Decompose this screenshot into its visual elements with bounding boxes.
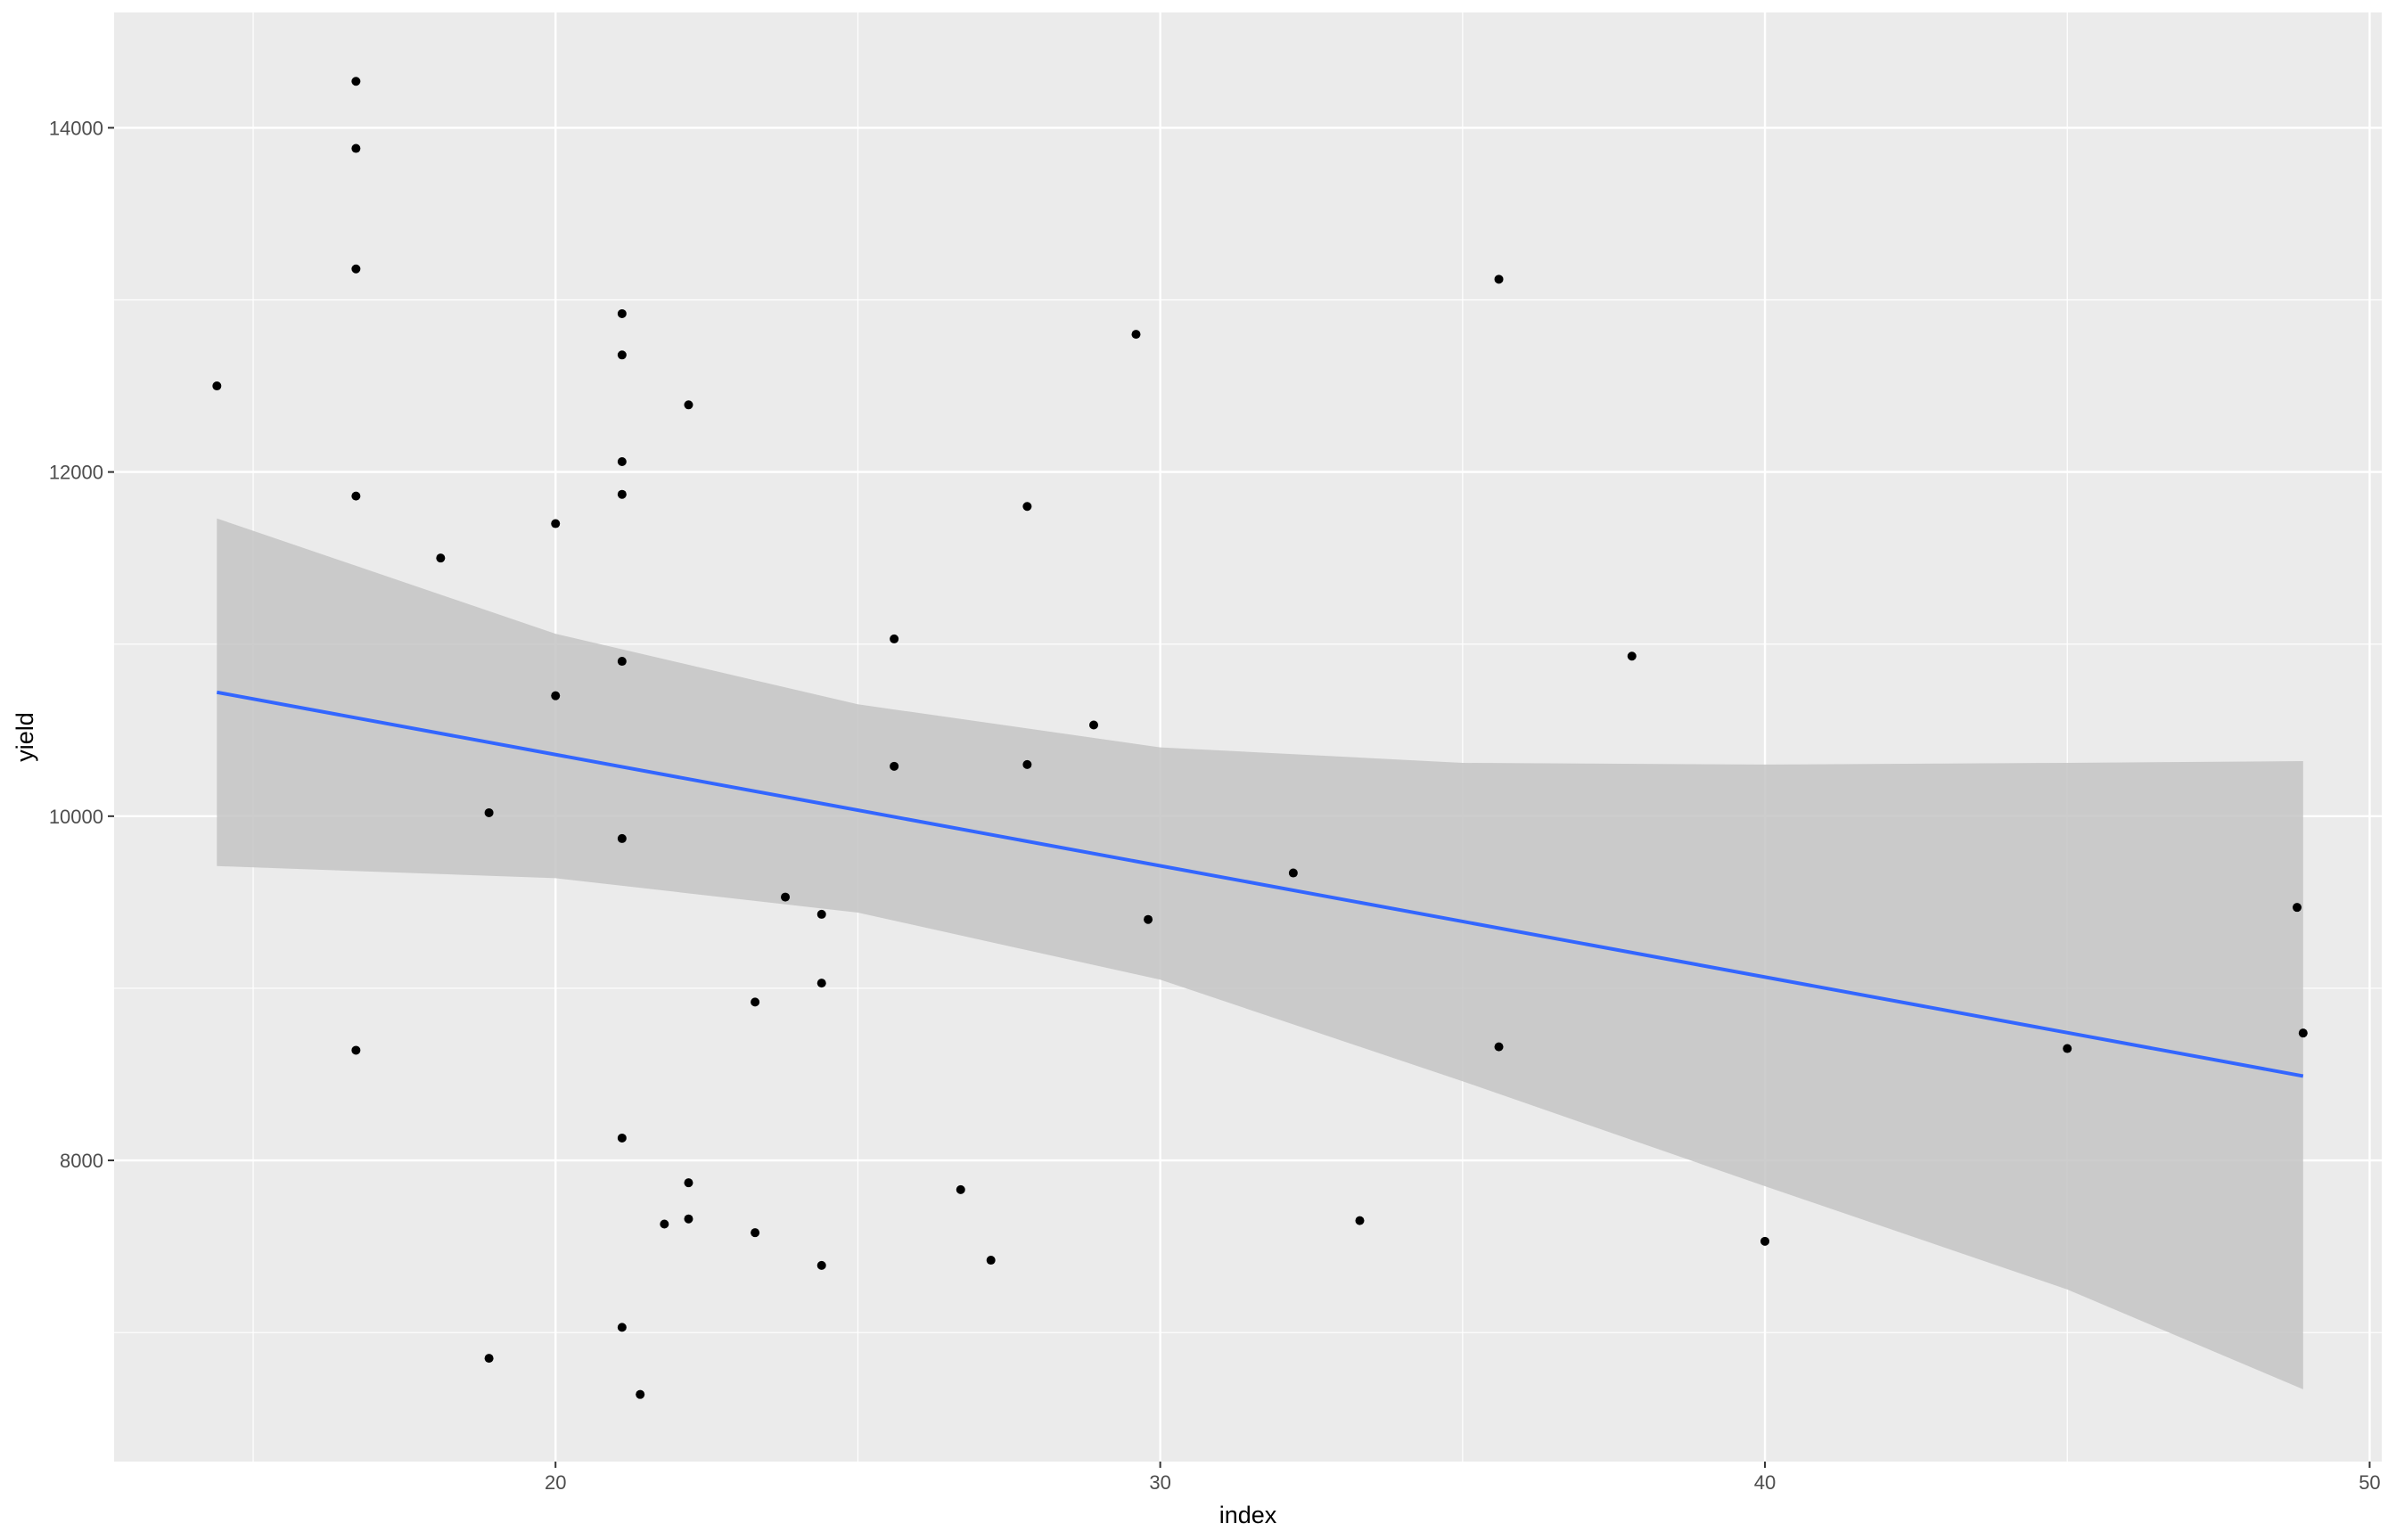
data-point (890, 634, 899, 643)
y-axis-title: yield (12, 712, 38, 762)
data-point (551, 519, 561, 528)
data-point (351, 143, 361, 153)
x-tick-label: 30 (1149, 1471, 1170, 1494)
x-tick-label: 50 (2359, 1471, 2380, 1494)
data-point (2063, 1044, 2072, 1053)
data-point (484, 1354, 494, 1364)
x-tick-label: 20 (545, 1471, 566, 1494)
data-point (986, 1256, 996, 1266)
data-point (484, 807, 494, 817)
data-point (890, 761, 899, 771)
data-point (781, 892, 791, 902)
data-point (2293, 903, 2302, 913)
data-point (436, 553, 446, 563)
tick-labels: 20 30 40 50 8000 10000 12000 14000 (49, 117, 2381, 1494)
data-point (1144, 914, 1153, 924)
data-point (551, 691, 561, 700)
y-tick-label: 8000 (60, 1150, 103, 1172)
data-point (1022, 759, 1032, 769)
data-point (636, 1389, 645, 1399)
data-point (751, 997, 760, 1007)
data-point (1022, 502, 1032, 512)
data-point (351, 1045, 361, 1055)
data-point (1089, 720, 1099, 730)
axis-ticks (108, 127, 2371, 1468)
x-tick-label: 40 (1754, 1471, 1776, 1494)
data-point (1131, 330, 1141, 340)
data-point (1627, 651, 1637, 661)
y-tick-label: 12000 (49, 462, 103, 484)
data-point (816, 1260, 826, 1270)
data-point (351, 77, 361, 86)
confidence-band-layer (217, 518, 2303, 1389)
data-point (1355, 1216, 1365, 1225)
data-point (617, 1133, 627, 1143)
data-point (351, 264, 361, 274)
data-point (2298, 1028, 2308, 1038)
data-point (1288, 868, 1298, 878)
trend-line (216, 690, 2304, 1078)
data-point (617, 308, 627, 318)
points-layer (212, 77, 2308, 1399)
data-point (751, 1228, 760, 1238)
data-point (617, 1323, 627, 1332)
data-point (617, 833, 627, 843)
data-point (684, 400, 693, 410)
data-point (684, 1214, 693, 1224)
data-point (816, 909, 826, 919)
data-point (617, 350, 627, 360)
data-point (1494, 1042, 1504, 1052)
data-point (1760, 1236, 1770, 1246)
data-point (617, 657, 627, 667)
data-point (617, 457, 627, 467)
data-point (660, 1219, 669, 1229)
data-point (684, 1178, 693, 1188)
data-point (1494, 274, 1504, 284)
confidence-band (217, 518, 2303, 1389)
data-point (351, 491, 361, 501)
data-point (816, 979, 826, 988)
trend-line-layer (216, 690, 2304, 1078)
y-tick-label: 14000 (49, 117, 103, 139)
data-point (212, 381, 222, 391)
data-point (617, 489, 627, 499)
data-point (956, 1184, 965, 1194)
x-axis-title: index (1219, 1502, 1277, 1528)
y-tick-label: 10000 (49, 806, 103, 828)
